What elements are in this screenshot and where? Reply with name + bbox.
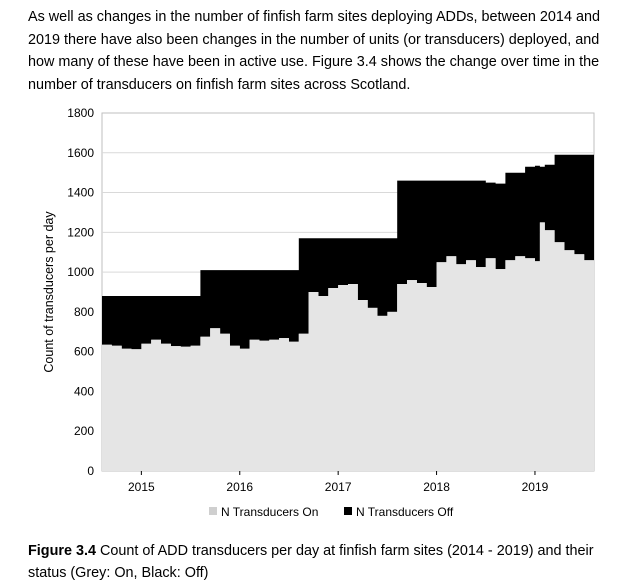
- series-off-area: [102, 154, 594, 350]
- y-tick-label: 1200: [67, 225, 94, 239]
- caption-text: Count of ADD transducers per day at finf…: [28, 543, 594, 581]
- x-tick-label: 2015: [128, 480, 155, 494]
- legend-label-on: N Transducers On: [221, 505, 318, 519]
- legend-label-off: N Transducers Off: [356, 505, 454, 519]
- y-tick-label: 1800: [67, 106, 94, 120]
- y-tick-label: 1600: [67, 146, 94, 160]
- legend-swatch-on: [209, 507, 217, 515]
- x-axis: 2015 2016 2017 2018 2019: [128, 471, 549, 494]
- x-tick-label: 2019: [522, 480, 549, 494]
- legend-swatch-off: [344, 507, 352, 515]
- plot-area: [102, 154, 594, 471]
- x-tick-label: 2016: [226, 480, 253, 494]
- x-tick-label: 2018: [423, 480, 450, 494]
- y-tick-label: 0: [87, 464, 94, 478]
- y-tick-label: 200: [74, 424, 94, 438]
- y-tick-label: 1000: [67, 265, 94, 279]
- y-tick-label: 800: [74, 305, 94, 319]
- y-tick-label: 400: [74, 384, 94, 398]
- intro-paragraph: As well as changes in the number of finf…: [28, 9, 600, 93]
- y-axis: 0 200 400 600 800 1000 1200 1400 1600 1800: [67, 106, 94, 478]
- y-tick-label: 600: [74, 345, 94, 359]
- figure-caption: Figure 3.4 Count of ADD transducers per …: [28, 540, 628, 584]
- x-tick-label: 2017: [325, 480, 352, 494]
- caption-label: Figure 3.4: [28, 543, 96, 559]
- series-on-area: [102, 222, 594, 471]
- y-axis-label: Count of transducers per day: [42, 211, 56, 373]
- chart: 0 200 400 600 800 1000 1200 1400 1600 1800 2015 20…: [36, 102, 612, 534]
- y-tick-label: 1400: [67, 186, 94, 200]
- legend: N Transducers On N Transducers Off: [209, 505, 454, 519]
